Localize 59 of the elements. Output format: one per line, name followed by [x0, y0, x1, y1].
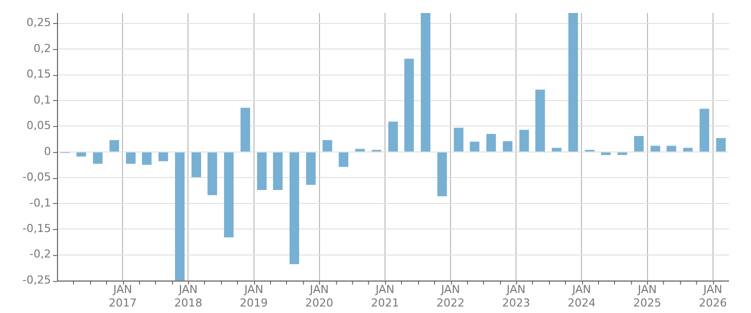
bar — [388, 122, 398, 152]
bar — [224, 152, 234, 238]
bar — [322, 140, 332, 152]
x-tick-label: JAN 2024 — [568, 283, 596, 310]
y-tick-label: 0,1 — [34, 93, 51, 106]
bar — [306, 152, 316, 185]
bar — [650, 146, 660, 152]
y-tick-label: -0,2 — [30, 248, 51, 261]
bar — [552, 148, 562, 152]
bar — [158, 152, 168, 162]
bar — [470, 142, 480, 152]
bar — [519, 130, 529, 152]
x-tick-label: JAN 2022 — [436, 283, 465, 310]
bar — [700, 108, 710, 152]
bar — [109, 140, 120, 152]
bar — [92, 152, 103, 164]
y-tick-label: 0,15 — [26, 68, 51, 81]
bar — [142, 152, 152, 165]
bar — [683, 148, 693, 152]
bar — [666, 146, 676, 152]
bar — [192, 152, 202, 178]
bar — [175, 152, 185, 281]
x-tick-label: JAN 2018 — [174, 283, 202, 310]
bar — [502, 141, 512, 152]
bar — [535, 90, 545, 152]
x-tick-label: JAN 2026 — [698, 283, 727, 310]
bar — [290, 152, 300, 264]
y-tick-label: -0,1 — [30, 196, 51, 210]
x-tick-label: JAN 2019 — [240, 283, 268, 310]
bar — [257, 152, 267, 190]
bar — [76, 152, 86, 157]
bar — [240, 108, 250, 152]
bar — [355, 148, 365, 152]
bar — [601, 152, 611, 156]
bar — [126, 152, 136, 164]
bar — [634, 136, 644, 152]
bar — [338, 152, 348, 167]
x-tick-label: JAN 2021 — [371, 283, 400, 310]
bar — [437, 152, 447, 196]
y-tick-label: -0,25 — [22, 273, 51, 286]
bar — [208, 152, 218, 196]
y-tick-label: 0 — [44, 144, 51, 158]
bar — [454, 128, 464, 152]
bar — [568, 13, 578, 152]
bar — [716, 138, 726, 152]
bar — [273, 152, 283, 190]
bar — [618, 152, 628, 156]
x-tick-label: JAN 2017 — [108, 283, 137, 310]
y-tick-label: 0,25 — [26, 16, 51, 30]
y-tick-label: 0,2 — [34, 42, 51, 55]
y-tick-label: -0,15 — [22, 222, 51, 235]
x-tick-label: JAN 2020 — [305, 283, 334, 310]
bar — [404, 58, 414, 152]
y-tick-label: -0,05 — [22, 170, 51, 184]
y-tick-label: 0,05 — [26, 119, 51, 132]
x-tick-label: JAN 2023 — [502, 283, 530, 310]
bar — [420, 13, 430, 152]
bar — [486, 134, 496, 152]
x-tick-label: JAN 2025 — [633, 283, 662, 310]
